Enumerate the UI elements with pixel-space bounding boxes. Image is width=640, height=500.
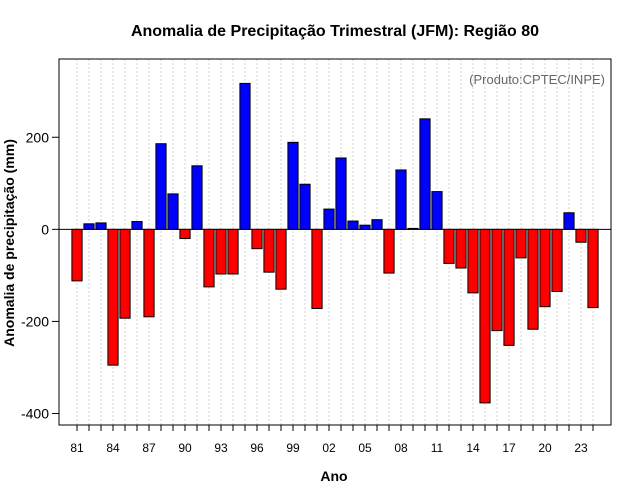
bar: [239, 82, 251, 230]
bar: [563, 212, 575, 230]
bar: [419, 118, 431, 230]
bar: [527, 228, 539, 330]
bar: [467, 228, 479, 294]
bar: [347, 220, 359, 230]
bar: [263, 228, 275, 273]
bar: [407, 227, 419, 230]
bar: [179, 228, 191, 240]
x-tick-label: 02: [322, 441, 336, 455]
bar: [455, 228, 467, 269]
bar: [203, 228, 215, 288]
x-axis: 81 84 87 90 93 96 99 02 05 08 11 14 17 20 23: [70, 425, 594, 455]
bar: [275, 228, 287, 290]
bar: [491, 228, 503, 332]
bar: [95, 222, 107, 230]
x-tick-label: 90: [178, 441, 192, 455]
bar: [539, 228, 551, 308]
bar: [383, 228, 395, 274]
bar: [395, 169, 407, 230]
grid-lines: [76, 59, 594, 425]
plot-frame: [58, 58, 612, 426]
bar: [359, 224, 371, 230]
x-tick-label: 84: [106, 441, 120, 455]
bar: [503, 228, 515, 346]
x-tick-label: 96: [250, 441, 264, 455]
x-tick-label: 99: [286, 441, 300, 455]
bar: [551, 228, 563, 292]
x-tick-label: 93: [214, 441, 228, 455]
y-tick-label: -400: [21, 405, 49, 421]
bar: [575, 228, 587, 243]
bar: [191, 165, 203, 230]
bar: [587, 228, 599, 309]
x-tick-label: 20: [538, 441, 552, 455]
bar: [215, 228, 227, 275]
y-axis: -400 -200 0 200: [21, 129, 59, 421]
bar: [119, 228, 131, 319]
chart-title: Anomalia de Precipitação Trimestral (JFM…: [131, 23, 539, 40]
bar: [167, 193, 179, 230]
y-axis-label: Anomalia de precipitação (mm): [1, 139, 17, 347]
y-tick-label: -200: [21, 313, 49, 329]
bar: [443, 228, 455, 264]
bar: [71, 228, 83, 282]
x-tick-label: 11: [431, 441, 444, 455]
y-tick-label: 0: [41, 221, 49, 237]
y-tick-label: 200: [26, 129, 50, 145]
x-axis-label: Ano: [320, 468, 347, 484]
bar: [515, 228, 527, 259]
bar: [431, 191, 443, 230]
bar: [371, 219, 383, 230]
bar: [155, 143, 167, 230]
x-tick-label: 23: [574, 441, 588, 455]
x-tick-label: 81: [70, 441, 84, 455]
bar: [299, 183, 311, 230]
bar: [287, 141, 299, 230]
bar: [131, 221, 143, 230]
credit-text: (Produto:CPTEC/INPE): [469, 72, 605, 87]
bar: [311, 228, 323, 310]
x-tick-label: 08: [394, 441, 408, 455]
bars: [71, 82, 599, 404]
bar: [335, 157, 347, 230]
x-tick-label: 05: [358, 441, 372, 455]
x-tick-label: 87: [142, 441, 156, 455]
bar: [83, 223, 95, 230]
bar: [479, 228, 491, 404]
bar: [251, 228, 263, 250]
bar: [107, 228, 119, 366]
bar: [143, 228, 155, 318]
x-tick-label: 17: [502, 441, 516, 455]
bar: [323, 208, 335, 230]
bar: [227, 228, 239, 275]
x-tick-label: 14: [466, 441, 480, 455]
